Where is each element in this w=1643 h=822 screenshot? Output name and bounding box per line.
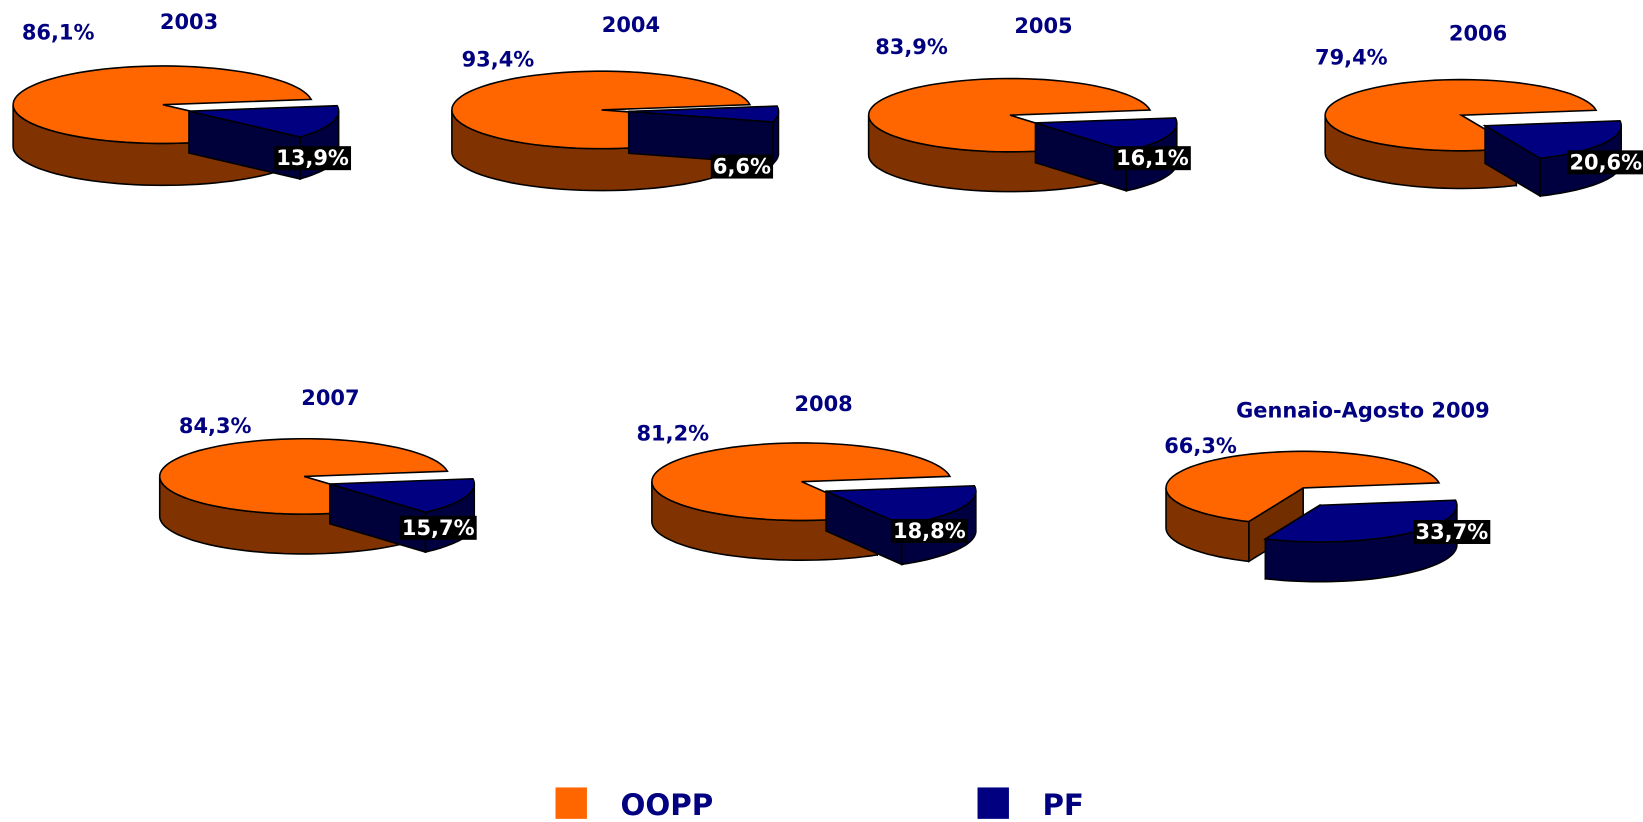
value-label: 79,4% (1315, 46, 1388, 70)
chart-title: 2003 (160, 10, 218, 34)
value-label-box (399, 515, 477, 540)
value-label: 6,6% (713, 155, 771, 179)
value-label: 20,6% (1569, 150, 1642, 174)
slice (158, 437, 449, 515)
value-label-box (710, 154, 774, 179)
slice (329, 477, 476, 514)
pie-chart: 2008 81,2% 18,8% (636, 392, 977, 566)
pie-chart: 2003 86,1% 13,9% (12, 10, 352, 187)
value-label: 86,1% (22, 21, 95, 45)
value-label: 18,8% (893, 519, 966, 543)
value-label: 81,2% (636, 422, 709, 446)
pie-chart: 2007 84,3% 15,7% (158, 386, 477, 555)
chart-title: 2007 (301, 386, 359, 410)
value-label: 83,9% (875, 35, 948, 59)
legend-swatch (555, 787, 587, 819)
pie-chart: 2004 93,4% 6,6% (451, 13, 780, 192)
pie-chart: 2006 79,4% 20,6% (1315, 22, 1643, 198)
value-label-box (1113, 146, 1191, 171)
slice (651, 442, 952, 522)
chart-title: 2006 (1449, 22, 1507, 46)
legend-label: PF (1042, 788, 1084, 822)
value-label-box (1567, 150, 1643, 175)
slice (867, 77, 1152, 153)
value-label: 15,7% (402, 516, 475, 540)
value-label: 16,1% (1116, 146, 1189, 170)
chart-title: 2005 (1014, 14, 1072, 38)
value-label-box (890, 518, 968, 543)
slice (188, 104, 340, 138)
chart-title: Gennaio-Agosto 2009 (1236, 399, 1490, 423)
legend-swatch (977, 787, 1009, 819)
value-label: 93,4% (462, 48, 535, 72)
value-label: 84,3% (179, 414, 252, 438)
pie-chart: Gennaio-Agosto 2009 66,3% 33,7% (1164, 399, 1491, 583)
slice (1482, 120, 1622, 160)
value-label: 66,3% (1164, 434, 1237, 458)
slice (628, 105, 780, 123)
value-label-box (274, 146, 352, 171)
slice (1262, 499, 1458, 543)
value-label: 13,9% (276, 146, 349, 170)
slice (1165, 450, 1441, 523)
chart-title: 2008 (794, 392, 852, 416)
legend-label: OOPP (620, 788, 713, 822)
slice (1324, 78, 1598, 152)
pie-chart: 2005 83,9% 16,1% (867, 14, 1191, 193)
value-label-box (1413, 519, 1491, 544)
value-label: 33,7% (1416, 520, 1489, 544)
chart-title: 2004 (602, 13, 660, 37)
